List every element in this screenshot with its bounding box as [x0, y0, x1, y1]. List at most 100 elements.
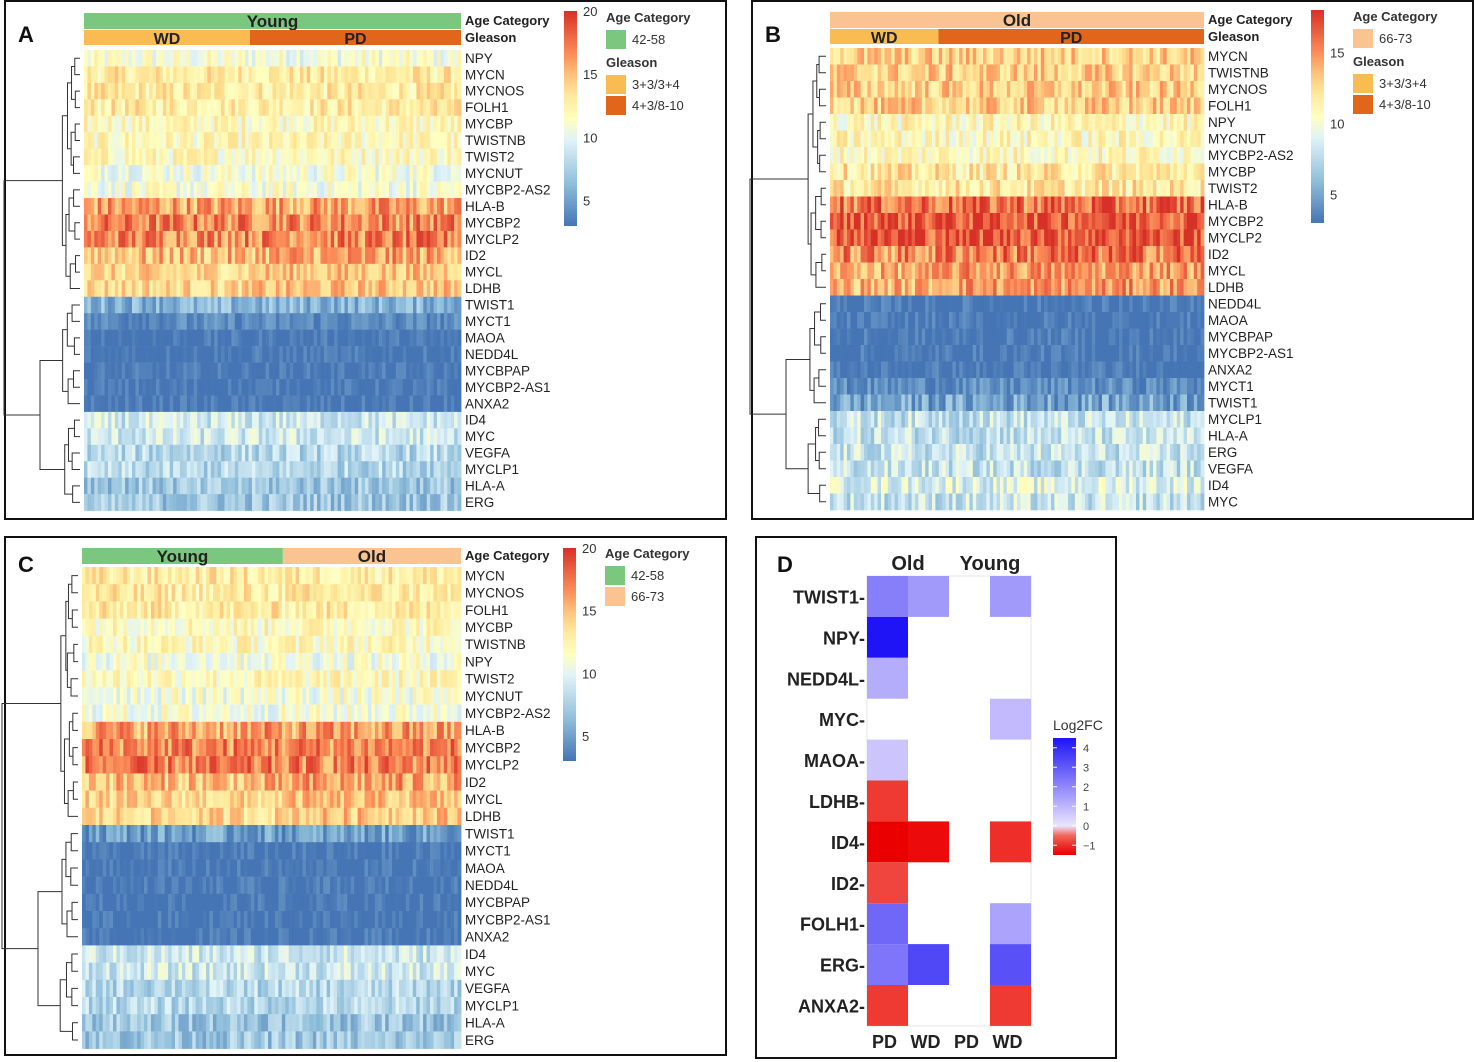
heatmap-cell — [334, 395, 339, 413]
heatmap-cell — [423, 362, 428, 380]
heatmap-cell — [1176, 196, 1181, 214]
heatmap-cell — [289, 296, 294, 314]
heatmap-row — [84, 313, 462, 330]
heatmap-cell — [303, 132, 308, 149]
heatmap-cell — [430, 428, 434, 446]
heatmap-cell — [419, 411, 424, 429]
heatmap-cell — [347, 362, 352, 380]
heatmap-cell — [203, 313, 208, 330]
heatmap-cell — [217, 82, 222, 100]
heatmap-cell — [310, 198, 315, 215]
heatmap-cell — [245, 115, 249, 133]
heatmap-cell — [217, 230, 222, 248]
heatmap-cell — [221, 329, 225, 347]
heatmap-cell — [354, 214, 359, 232]
heatmap-cell — [983, 196, 987, 214]
heatmap-cell — [874, 163, 878, 181]
heatmap-cell — [354, 263, 359, 281]
heatmap-cell — [186, 395, 191, 413]
heatmap-cell — [111, 444, 116, 462]
heatmap-cell — [860, 147, 865, 164]
heatmap-cell — [354, 461, 359, 478]
heatmap-cell — [1020, 229, 1025, 247]
heatmap-cell — [155, 82, 160, 100]
heatmap-cell — [282, 230, 287, 248]
heatmap-cell — [972, 163, 977, 181]
heatmap-cell — [908, 147, 912, 164]
heatmap-cell — [351, 165, 356, 182]
heatmap-cell — [952, 97, 957, 115]
heatmap-cell — [836, 114, 841, 131]
heatmap-cell — [891, 246, 895, 263]
heatmap-cell — [443, 329, 448, 347]
heatmap-cell — [118, 346, 123, 363]
heatmap-cell — [911, 246, 916, 263]
heatmap-cell — [433, 115, 438, 133]
heatmap-cell — [323, 50, 328, 67]
heatmap-cell — [203, 411, 208, 429]
heatmap-cell — [454, 477, 458, 495]
heatmap-cell — [443, 165, 448, 182]
heatmap-cell — [1156, 262, 1161, 280]
heatmap-cell — [966, 295, 970, 313]
heatmap-cell — [149, 296, 153, 314]
heatmap-cell — [347, 181, 352, 199]
heatmap-cell — [1142, 81, 1147, 98]
heatmap-cell — [413, 280, 417, 298]
heatmap-cell — [1061, 180, 1065, 197]
heatmap-cell — [1013, 262, 1018, 280]
heatmap-cell — [1163, 147, 1167, 164]
heatmap-cell — [358, 50, 363, 67]
heatmap-cell — [275, 247, 280, 265]
heatmap-cell — [457, 115, 462, 133]
heatmap-cell — [375, 296, 380, 314]
heatmap-cell — [334, 50, 339, 67]
heatmap-cell — [1000, 295, 1004, 313]
heatmap-cell — [454, 461, 458, 478]
heatmap-cell — [1153, 262, 1157, 280]
heatmap-cell — [1085, 262, 1089, 280]
heatmap-row — [84, 296, 462, 314]
heatmap-cell — [1115, 279, 1120, 296]
heatmap-cell — [894, 48, 899, 65]
heatmap-cell — [176, 494, 181, 511]
heatmap-cell — [1047, 279, 1052, 296]
legend-label: 4+3/8-10 — [632, 98, 684, 113]
heatmap-cell — [320, 66, 325, 84]
heatmap-cell — [911, 213, 916, 230]
heatmap-cell — [227, 132, 232, 149]
heatmap-cell — [1166, 229, 1171, 247]
heatmap-cell — [365, 181, 369, 199]
heatmap-cell — [908, 64, 912, 82]
heatmap-cell — [1000, 48, 1004, 65]
heatmap-cell — [159, 132, 164, 149]
heatmap-cell — [245, 165, 249, 182]
heatmap-cell — [131, 132, 136, 149]
heatmap-cell — [179, 395, 184, 413]
heatmap-cell — [426, 230, 431, 248]
heatmap-cell — [419, 263, 424, 281]
heatmap-cell — [402, 329, 407, 347]
heatmap-cell — [145, 395, 150, 413]
heatmap-cell — [282, 214, 287, 232]
heatmap-cell — [210, 115, 215, 133]
heatmap-cell — [1078, 64, 1082, 82]
heatmap-cell — [135, 362, 140, 380]
heatmap-cell — [87, 214, 92, 232]
heatmap-cell — [898, 295, 902, 313]
heatmap-cell — [870, 180, 875, 197]
heatmap-cell — [1108, 295, 1113, 313]
heatmap-cell — [265, 411, 270, 429]
heatmap-cell — [942, 295, 946, 313]
heatmap-cell — [310, 346, 315, 363]
heatmap-cell — [860, 130, 865, 148]
heatmap-cell — [269, 115, 273, 133]
heatmap-cell — [1187, 81, 1191, 98]
heatmap-cell — [94, 247, 99, 265]
heatmap-cell — [306, 461, 311, 478]
heatmap-cell — [310, 395, 315, 413]
heatmap-cell — [1064, 163, 1069, 181]
heatmap-cell — [84, 66, 88, 84]
heatmap-cell — [344, 461, 349, 478]
heatmap-cell — [1173, 180, 1178, 197]
